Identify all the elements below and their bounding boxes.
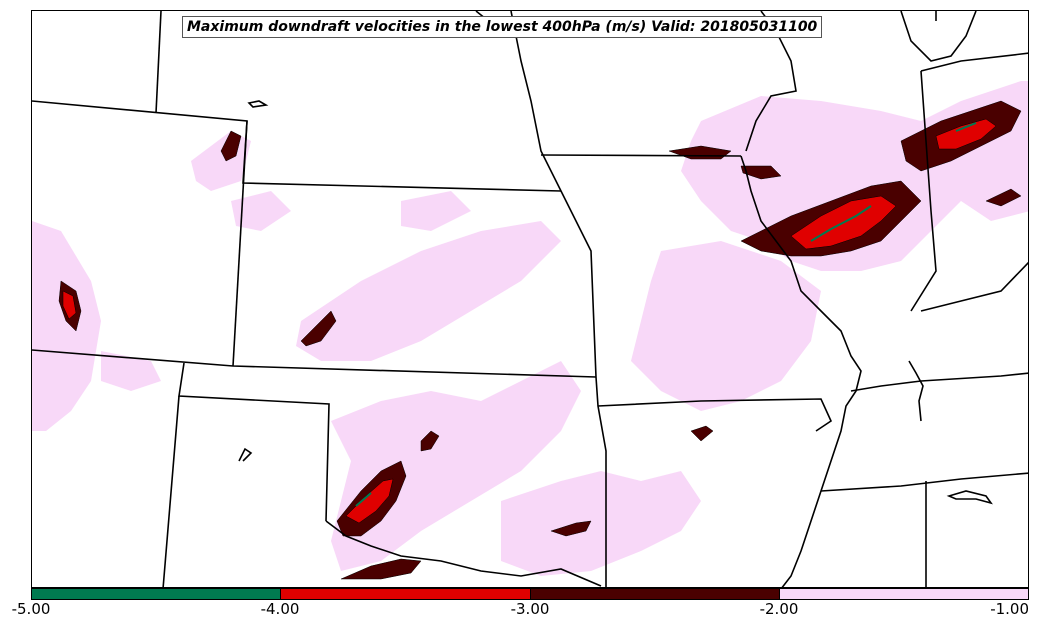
colorbar-tick-label: -2.00 bbox=[759, 600, 799, 618]
colorbar-tick-label: -3.00 bbox=[510, 600, 550, 618]
colorbar-tick-label: -5.00 bbox=[11, 600, 51, 618]
green-contours bbox=[355, 122, 977, 507]
colorbar-segment-red bbox=[280, 589, 530, 599]
colorbar-tick-label: -1.00 bbox=[990, 600, 1029, 618]
pink-contours bbox=[32, 81, 1028, 576]
map-panel bbox=[31, 10, 1029, 588]
colorbar-tick-label: -4.00 bbox=[260, 600, 300, 618]
colorbar-segment-dark-red bbox=[529, 589, 779, 599]
map-canvas bbox=[32, 11, 1028, 587]
colorbar-segment-green bbox=[32, 589, 281, 599]
colorbar-segment-pink bbox=[778, 589, 1028, 599]
colorbar bbox=[31, 588, 1029, 600]
boundary-lines bbox=[32, 11, 1028, 587]
map-title: Maximum downdraft velocities in the lowe… bbox=[182, 16, 823, 38]
